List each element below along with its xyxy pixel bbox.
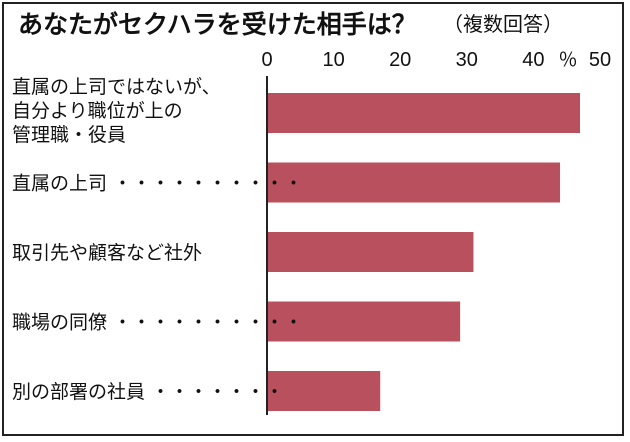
x-tick-label: 50: [589, 49, 611, 71]
chart-title: あなたがセクハラを受けた相手は？: [18, 10, 417, 39]
x-tick-label: 20: [389, 49, 411, 71]
category-label: 直属の上司 ・・・・・・・・・・: [12, 173, 303, 195]
bar: [267, 162, 561, 203]
bar: [267, 232, 474, 272]
category-label: 取引先や顧客など社外: [12, 242, 202, 264]
bar: [267, 371, 381, 411]
x-tick-label: 30: [456, 49, 478, 71]
bar: [267, 93, 581, 133]
x-tick-label: 40: [522, 49, 544, 71]
category-label: 職場の同僚 ・・・・・・・・・・: [12, 312, 303, 334]
x-tick-label: 0: [261, 49, 272, 71]
chart-subtitle: （複数回答）: [443, 12, 563, 36]
chart-frame: [2, 2, 624, 436]
category-label: 管理職・役員: [12, 124, 126, 146]
bar: [267, 301, 461, 342]
category-label: 直属の上司ではないが、: [12, 76, 221, 98]
category-label: 自分より職位が上の: [12, 100, 183, 122]
category-label: 別の部署の社員 ・・・・・・・: [12, 381, 284, 403]
x-tick-label: 10: [322, 49, 344, 71]
x-axis-unit: ％: [559, 49, 578, 71]
